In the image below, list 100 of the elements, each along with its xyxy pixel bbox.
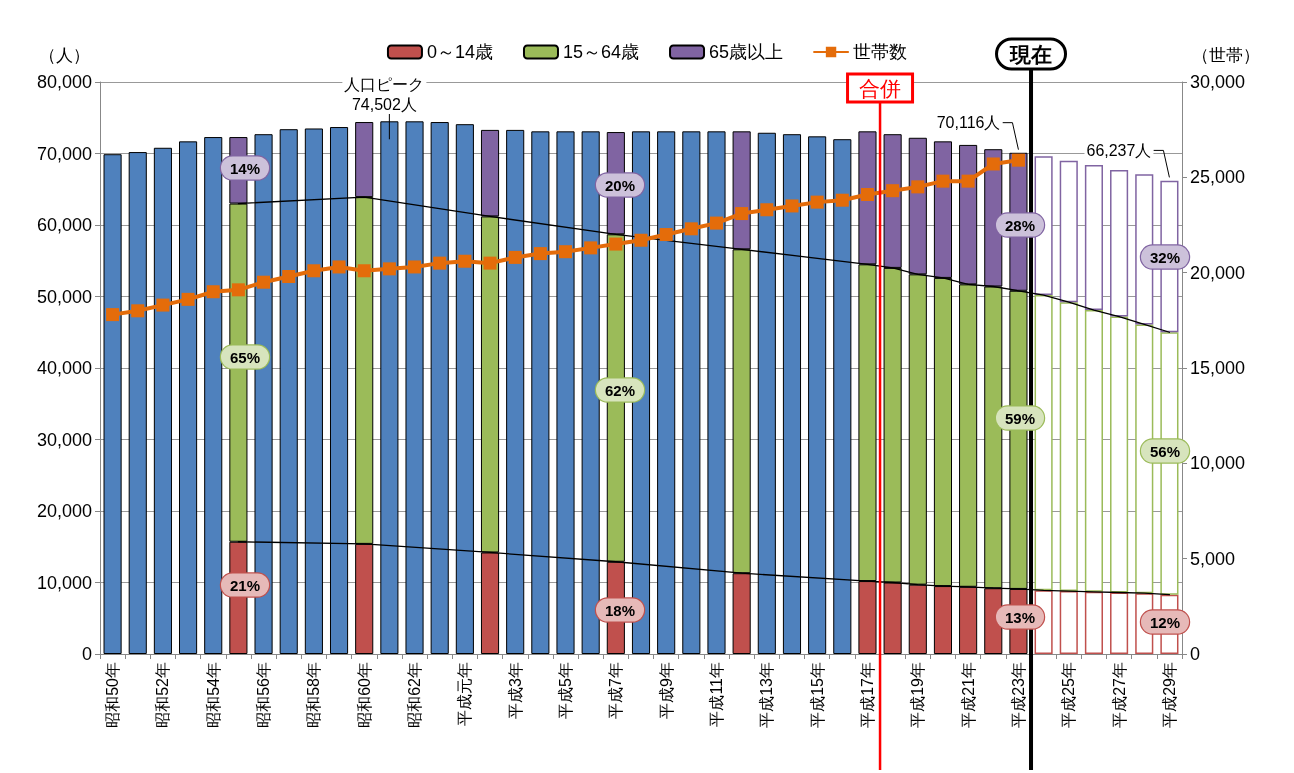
ref-line-label: 合併 [859,76,902,100]
point [584,241,598,255]
y-tick-label: 50,000 [36,286,92,307]
y-tick-label: 30,000 [36,429,92,450]
point [408,260,422,274]
annotation: 32% [1149,248,1181,266]
point [382,262,396,276]
x-tick-label: 平成7年 [607,662,625,719]
point [986,157,1000,171]
point [458,254,472,268]
point [206,285,220,299]
annotation: 62% [604,381,636,399]
point [282,269,296,283]
x-tick-label: 平成15年 [808,662,826,728]
y-tick-label: 10,000 [36,572,92,593]
y2-tick-label: 15,000 [1190,358,1246,378]
y2-tick-label: 25,000 [1190,167,1246,188]
x-tick-label: 平成元年 [456,662,474,726]
point [131,304,145,318]
point [785,199,799,213]
x-tick-label: 昭和50年 [104,662,122,728]
x-tick-label: 平成21年 [959,662,977,728]
legend-label: 世帯数 [853,42,908,62]
point [760,203,774,217]
x-tick-label: 平成13年 [758,662,776,728]
point [609,237,623,251]
point [911,180,925,194]
bar [128,152,147,654]
point [106,308,120,322]
point [257,275,271,289]
x-tick-label: 平成11年 [707,662,725,727]
x-tick-label: 平成23年 [1009,662,1027,728]
point [156,298,170,312]
annotation: 12% [1149,613,1181,631]
point [810,195,824,209]
y-tick-label: 40,000 [36,358,92,378]
ref-line-label: 現在 [1009,42,1053,66]
annotation: 66,237人 [1086,141,1152,159]
x-tick-label: 平成3年 [506,662,524,719]
y-axis-title: （人） [39,46,90,65]
annotation: 21% [229,576,261,594]
point [357,264,371,278]
point [835,193,849,207]
x-tick-label: 平成19年 [909,662,927,728]
bar [153,147,172,654]
point [735,207,749,221]
y2-tick-label: 20,000 [1190,262,1246,283]
annotation: 28% [1004,216,1036,234]
point [709,216,723,230]
x-tick-label: 平成29年 [1160,662,1178,728]
x-tick-label: 昭和62年 [406,662,424,728]
point [659,228,673,242]
bar [179,141,198,654]
bar [103,154,122,654]
x-tick-label: 昭和58年 [305,662,323,728]
y-tick-label: 20,000 [36,501,92,521]
y-tick-label: 0 [81,644,92,664]
x-tick-label: 平成25年 [1060,662,1078,728]
point [181,292,195,306]
point [961,174,975,188]
y2-tick-label: 30,000 [1190,72,1246,92]
legend-label: 0～14歳 [426,42,493,62]
annotation: 18% [604,601,636,619]
annotation: 56% [1149,442,1181,460]
y-tick-label: 80,000 [36,72,92,92]
point [483,256,497,270]
x-tick-label: 昭和52年 [154,662,172,728]
point [1011,153,1025,167]
y2-tick-label: 0 [1190,644,1201,664]
y2-tick-label: 5,000 [1190,548,1236,569]
x-tick-label: 昭和60年 [355,662,373,728]
x-tick-label: 平成17年 [858,662,876,728]
annotation: 70,116人 [936,114,1001,132]
x-tick-label: 平成9年 [657,662,675,719]
point [684,222,698,236]
bar [204,137,223,654]
point [508,250,522,264]
annotation: 65% [229,348,261,366]
annotation: 20% [604,176,636,194]
point [231,283,245,297]
annotation: 13% [1004,608,1036,626]
point [936,174,950,188]
point [634,233,648,247]
annotation: 14% [229,159,261,177]
y2-axis-title: （世帯） [1192,46,1260,65]
x-tick-label: 昭和54年 [204,662,222,728]
point [886,184,900,198]
x-tick-label: 昭和56年 [255,662,273,728]
y-tick-label: 60,000 [36,215,92,235]
annotation: 59% [1004,409,1036,427]
point [860,187,874,201]
point [332,260,346,274]
y2-tick-label: 10,000 [1190,453,1246,474]
legend-label: 65歳以上 [709,42,784,62]
point [307,264,321,278]
annotation: 人口ピーク 74,502人 [344,75,425,113]
y-tick-label: 70,000 [36,143,92,164]
x-tick-label: 平成27年 [1110,662,1128,728]
point [433,256,447,270]
x-tick-label: 平成5年 [557,662,575,719]
